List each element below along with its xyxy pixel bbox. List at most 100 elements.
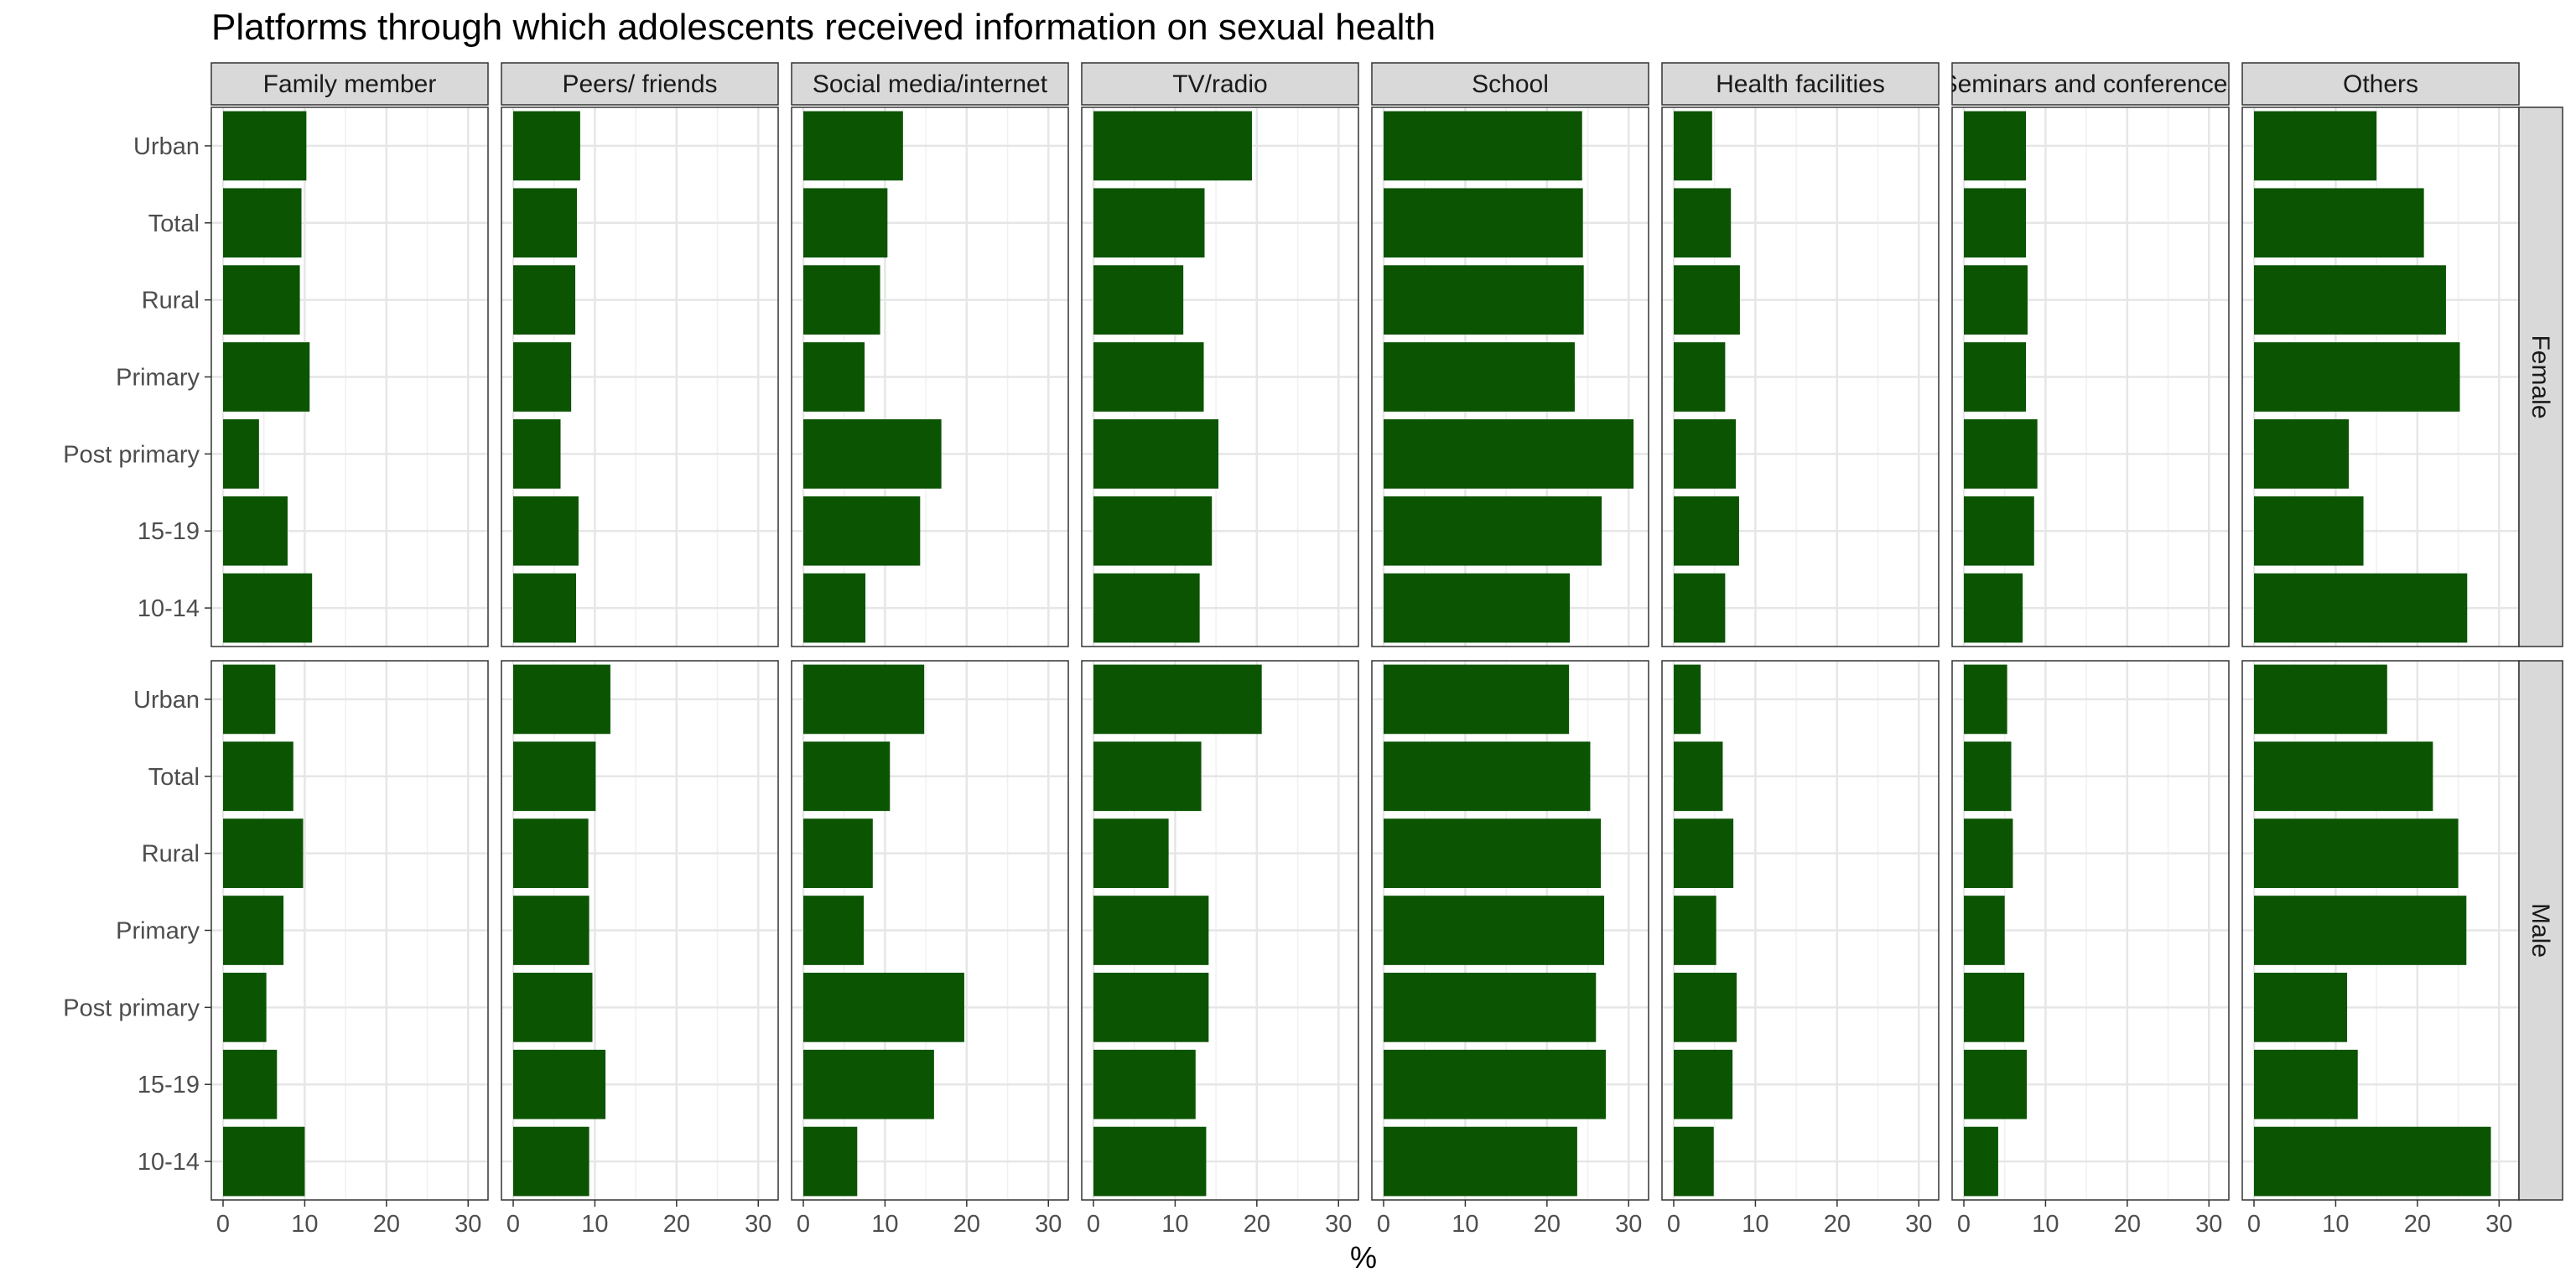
x-tick-label: 20 — [1244, 1211, 1270, 1238]
bar-total — [223, 741, 293, 812]
bar-total — [803, 741, 891, 812]
row-strip-label-female: Female — [2527, 335, 2554, 418]
bar-total — [513, 188, 577, 258]
bar-urban — [1674, 111, 1712, 181]
x-tick-label: 20 — [2114, 1211, 2141, 1238]
x-tick-label: 30 — [1325, 1211, 1352, 1238]
bar-urban — [513, 111, 580, 181]
facet-panel-school-female: School — [1371, 62, 1649, 647]
x-tick-label: 30 — [1905, 1211, 1932, 1238]
bar-15-19 — [1674, 496, 1739, 566]
y-tick-label-post-primary: Post primary — [63, 441, 200, 468]
y-tick-label-15-19: 15-19 — [138, 518, 200, 545]
strip-background — [1951, 62, 2230, 106]
bar-primary — [1384, 342, 1575, 412]
bar-rural — [1093, 265, 1184, 335]
bar-total — [1093, 741, 1202, 812]
bar-urban — [2254, 664, 2387, 735]
x-axis-title: % — [1350, 1240, 1377, 1275]
facet-panel-others-female: Others — [2241, 62, 2520, 647]
y-tick-label-urban: Urban — [133, 687, 200, 714]
bar-10-14 — [223, 1126, 305, 1197]
x-tick-label: 0 — [1087, 1211, 1100, 1238]
bar-primary — [2254, 896, 2467, 965]
x-tick-label: 10 — [2322, 1211, 2349, 1238]
bar-rural — [1964, 265, 2028, 335]
facet-panel-health-facilities-female: Health facilities — [1661, 62, 1940, 647]
facet-grid: Family member Urban Total Rural Primary Post … — [63, 62, 2563, 1238]
bar-15-19 — [1964, 496, 2034, 566]
bar-primary — [2254, 342, 2460, 412]
bar-urban — [223, 664, 276, 735]
strip-label-seminars-and-conferences: Seminars and conferences — [1941, 70, 2241, 98]
facet-panel-family-member-male: 0 10 20 30 Urban Total Rural Primary Post primar… — [63, 660, 489, 1238]
bar-10-14 — [2254, 573, 2468, 643]
strip-label-health-facilities: Health facilities — [1716, 70, 1885, 98]
bar-rural — [513, 265, 576, 335]
bar-primary — [513, 896, 589, 965]
bar-10-14 — [803, 1126, 858, 1197]
strip-background — [210, 62, 489, 106]
y-tick-label-rural: Rural — [142, 288, 200, 314]
bar-total — [1964, 741, 2012, 812]
facet-panel-tv-radio-male: 0 10 20 30 — [1081, 660, 1359, 1238]
y-tick-label-15-19: 15-19 — [138, 1072, 200, 1098]
bar-rural — [1384, 265, 1584, 335]
bar-primary — [1384, 896, 1605, 965]
bar-15-19 — [513, 1049, 606, 1119]
bar-total — [513, 741, 596, 812]
bar-total — [223, 188, 302, 258]
bar-15-19 — [1674, 1049, 1733, 1119]
bar-post-primary — [1384, 973, 1597, 1042]
strip-label-school: School — [1472, 70, 1549, 98]
y-tick-label-10-14: 10-14 — [138, 1149, 200, 1176]
panel-border — [1951, 660, 2230, 1201]
panel-border — [1371, 106, 1649, 647]
bar-15-19 — [223, 496, 288, 566]
bar-rural — [1964, 818, 2013, 888]
bar-total — [2254, 741, 2433, 812]
chart-title: Platforms through which adolescents rece… — [211, 7, 1436, 48]
y-tick-label-rural: Rural — [142, 841, 200, 868]
bar-10-14 — [1964, 573, 2023, 643]
bar-15-19 — [513, 496, 579, 566]
bar-urban — [1964, 664, 2007, 735]
bar-urban — [223, 111, 307, 181]
bar-post-primary — [223, 419, 259, 489]
strip-background — [2241, 62, 2520, 106]
bar-primary — [1964, 342, 2027, 412]
bar-primary — [223, 896, 284, 965]
bar-total — [1674, 188, 1732, 258]
bar-total — [803, 188, 888, 258]
bar-15-19 — [803, 1049, 934, 1119]
x-tick-label: 10 — [871, 1211, 898, 1238]
bar-rural — [803, 818, 873, 888]
strip-background — [791, 62, 1069, 106]
panel-border — [791, 106, 1069, 647]
strip-background — [1081, 62, 1359, 106]
panel-border — [501, 106, 779, 647]
bar-urban — [803, 664, 925, 735]
bar-urban — [1093, 664, 1262, 735]
bar-primary — [1674, 896, 1716, 965]
bar-post-primary — [1093, 973, 1209, 1042]
bar-10-14 — [513, 573, 577, 643]
facet-panel-health-facilities-male: 0 10 20 30 — [1661, 660, 1940, 1238]
x-tick-label: 10 — [291, 1211, 318, 1238]
bar-urban — [2254, 111, 2377, 181]
strip-background — [1371, 62, 1649, 106]
bar-post-primary — [1093, 419, 1219, 489]
bar-primary — [223, 342, 310, 412]
facet-panel-seminars-and-conferences-female: Seminars and conferences — [1941, 62, 2241, 647]
bar-15-19 — [1093, 496, 1213, 566]
strip-label-others: Others — [2343, 70, 2418, 98]
bar-primary — [1093, 342, 1204, 412]
bar-10-14 — [513, 1126, 589, 1197]
bar-15-19 — [803, 496, 921, 566]
bar-10-14 — [2254, 1126, 2491, 1197]
panel-border — [1951, 106, 2230, 647]
panel-border — [1661, 660, 1940, 1201]
facet-panel-seminars-and-conferences-male: 0 10 20 30 — [1951, 660, 2230, 1238]
x-tick-label: 20 — [373, 1211, 400, 1238]
